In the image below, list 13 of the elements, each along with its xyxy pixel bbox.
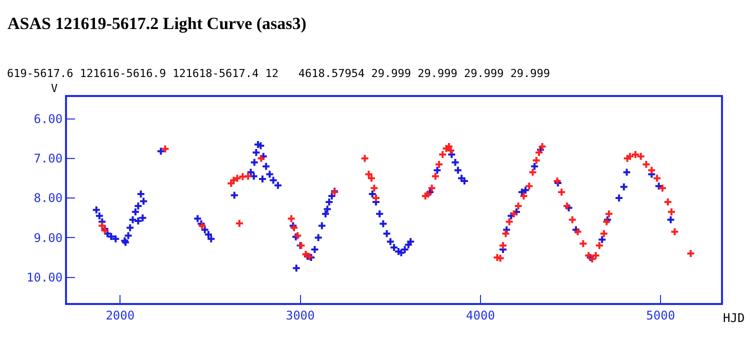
x-tick-label: 3000 bbox=[286, 308, 315, 322]
chart-subtitle: 619-5617.6 121616-5616.9 121618-5617.4 12 4618.57954 29.999 29.999 29.999 29.999 bbox=[7, 67, 550, 80]
x-tick-label: 4000 bbox=[466, 308, 495, 322]
y-tick-label: 7.00 bbox=[34, 152, 63, 166]
y-tick-label: 8.00 bbox=[34, 191, 63, 206]
x-axis-title: HJD bbox=[723, 311, 745, 325]
x-tick-label: 2000 bbox=[106, 308, 135, 322]
y-tick-label: 9.00 bbox=[34, 230, 63, 245]
x-tick-label: 5000 bbox=[646, 308, 676, 322]
y-axis-title: V bbox=[51, 82, 58, 95]
y-tick-label: 10.00 bbox=[26, 270, 63, 284]
y-tick-label: 6.00 bbox=[34, 112, 63, 126]
chart-title: ASAS 121619-5617.2 Light Curve (asas3) bbox=[8, 14, 306, 33]
